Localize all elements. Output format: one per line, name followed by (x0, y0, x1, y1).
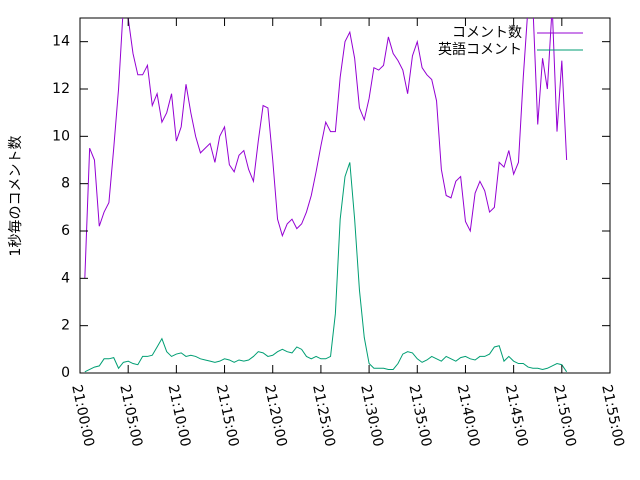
x-tick-label: 21:05:00 (116, 383, 145, 448)
x-tick-label: 21:55:00 (598, 383, 627, 448)
x-tick-label: 21:25:00 (309, 383, 338, 448)
legend-label: コメント数 (452, 25, 522, 41)
x-tick-label: 21:40:00 (454, 383, 483, 448)
x-tick-label: 21:50:00 (550, 383, 579, 448)
x-tick-label: 21:00:00 (68, 383, 97, 448)
x-tick-label: 21:15:00 (213, 383, 242, 448)
plot-area (84, 18, 568, 373)
y-tick-label: 2 (61, 318, 70, 334)
y-tick-label: 10 (52, 128, 70, 144)
series-line (84, 18, 568, 279)
y-tick-label: 0 (61, 365, 70, 381)
x-tick-label: 21:45:00 (502, 383, 531, 448)
y-tick-label: 6 (61, 223, 70, 239)
x-tick-label: 21:30:00 (357, 383, 386, 448)
x-tick-label: 21:10:00 (165, 383, 194, 448)
y-axis-label: 1秒毎のコメント数 (8, 136, 24, 257)
y-tick-label: 12 (52, 81, 70, 97)
plot-frame (79, 17, 611, 374)
series-line (84, 162, 568, 373)
y-tick-label: 8 (61, 176, 70, 192)
x-tick-label: 21:35:00 (405, 383, 434, 448)
x-tick-label: 21:20:00 (261, 383, 290, 448)
y-tick-label: 14 (52, 34, 70, 50)
y-tick-label: 4 (61, 270, 70, 286)
legend-label: 英語コメント (438, 41, 522, 58)
